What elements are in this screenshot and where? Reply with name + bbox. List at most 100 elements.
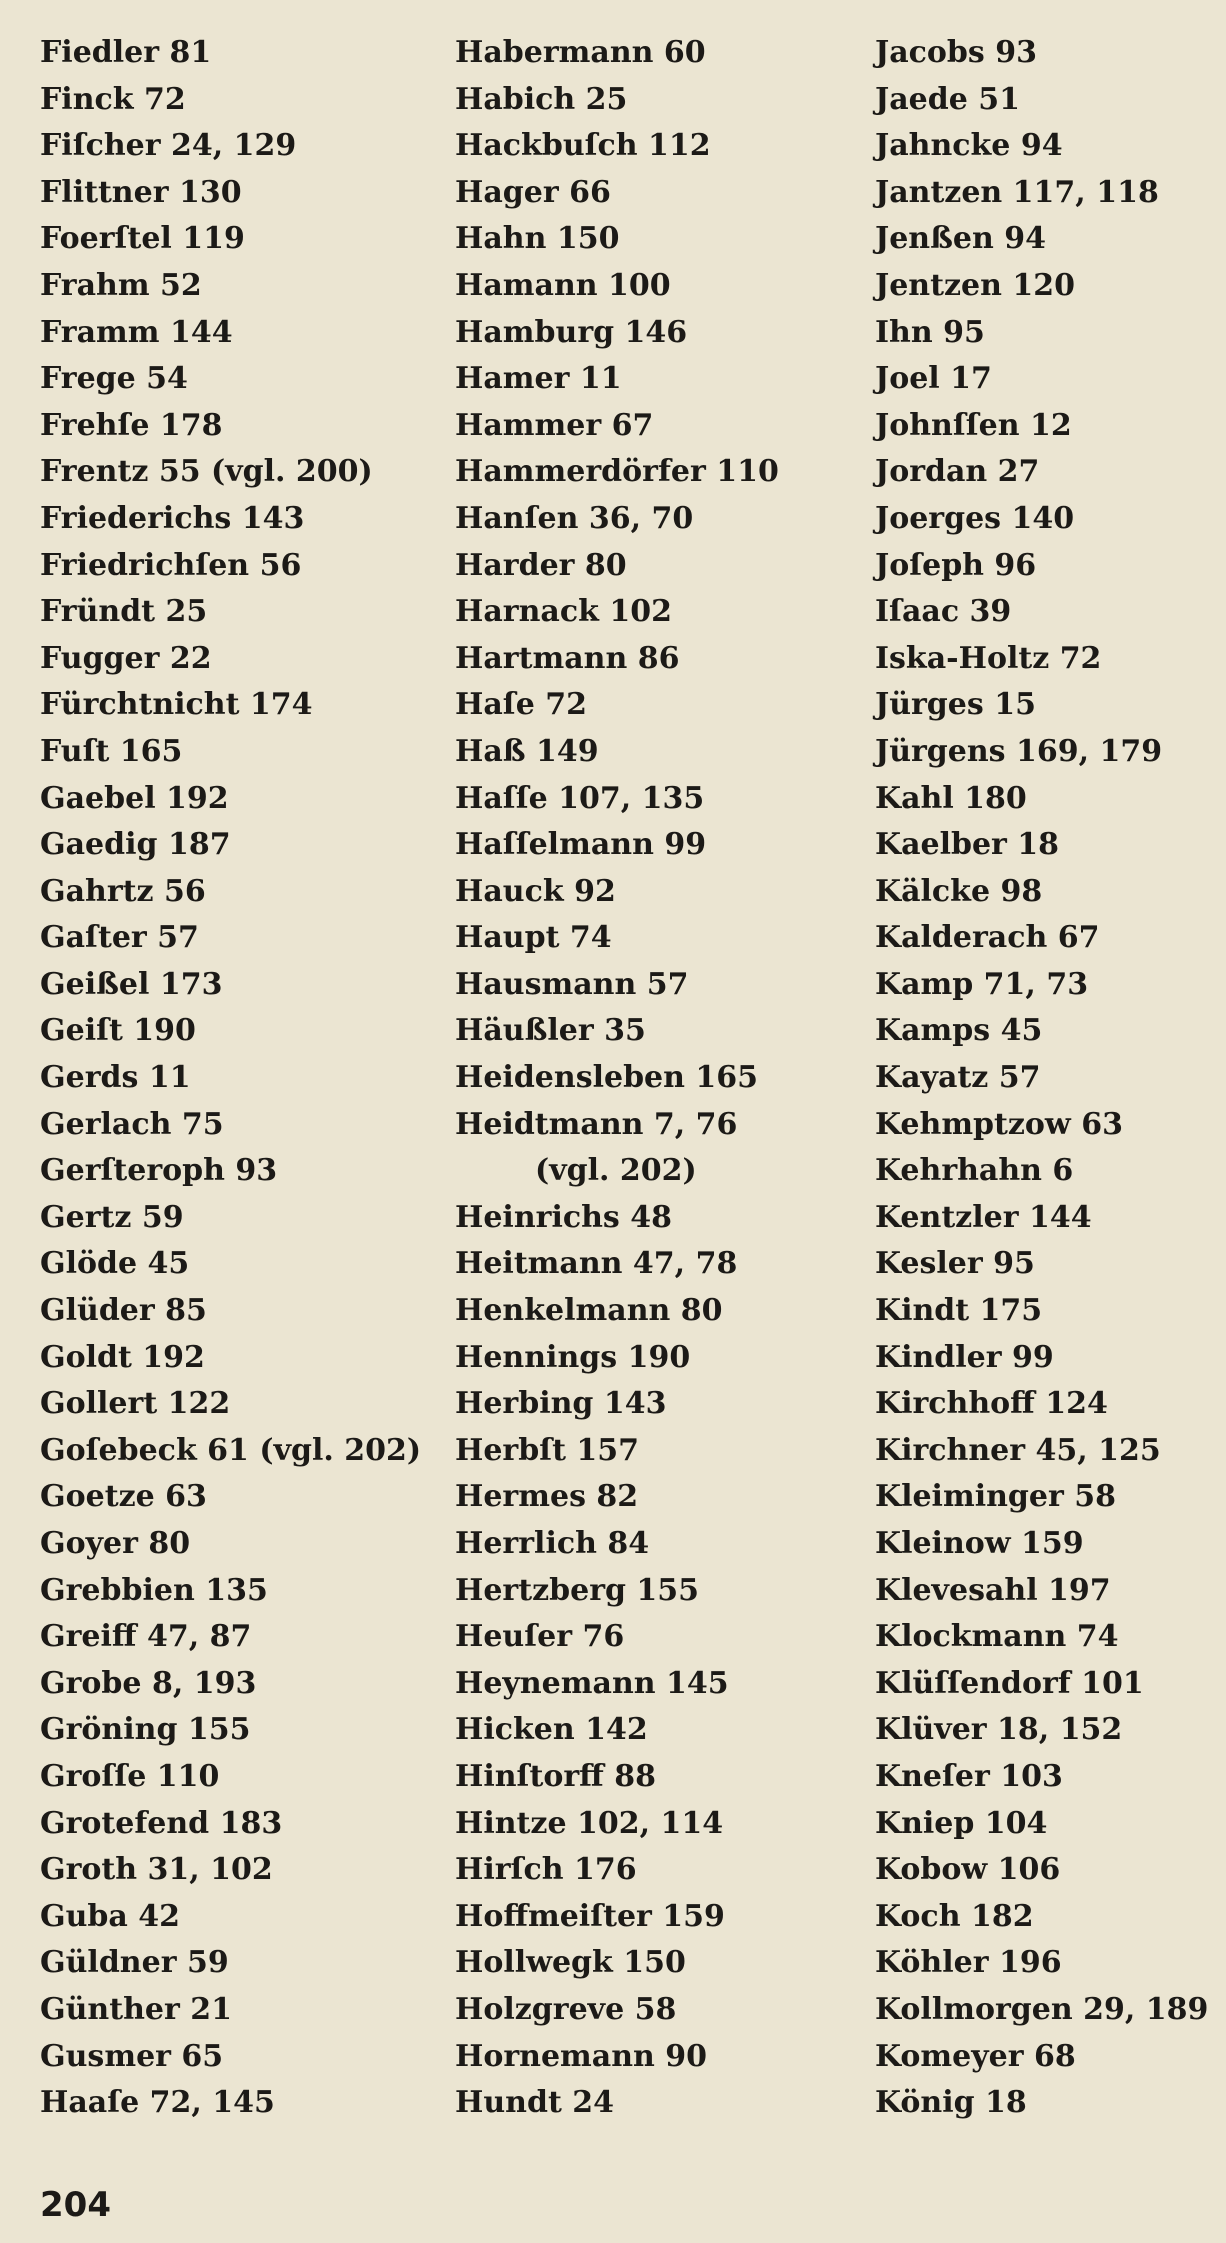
- index-entry: Friedrichſen 56: [40, 547, 302, 583]
- index-entry: Joſeph 96: [875, 547, 1037, 583]
- index-entry: Groſſe 110: [40, 1758, 220, 1794]
- index-entry: Kollmorgen 29, 189: [875, 1991, 1209, 2027]
- index-entry: Hackbuſch 112: [455, 128, 711, 164]
- index-entry: Flittner 130: [40, 174, 242, 210]
- index-entry: Herrlich 84: [455, 1526, 650, 1561]
- index-entry: Grebbien 135: [40, 1572, 268, 1608]
- index-entry: Hermes 82: [455, 1479, 639, 1515]
- index-entry: Goldt 192: [40, 1339, 205, 1375]
- index-entry: Kniep 104: [875, 1805, 1048, 1841]
- index-entry: Hahn 150: [455, 221, 620, 257]
- index-entry: Gröning 155: [40, 1712, 251, 1748]
- index-entry: Heidtmann 7, 76: [455, 1106, 738, 1142]
- index-entry: Hertzberg 155: [455, 1572, 700, 1608]
- index-entry: Gollert 122: [40, 1386, 231, 1422]
- index-entry: Haß 149: [455, 733, 599, 769]
- index-entry: Kälcke 98: [875, 873, 1043, 909]
- index-entry: Komeyer 68: [875, 2038, 1076, 2074]
- index-entry: Koch 182: [875, 1898, 1034, 1934]
- index-entry: Jenßen 94: [875, 221, 1046, 257]
- index-entry: Kirchner 45, 125: [875, 1432, 1161, 1468]
- index-entry: Kesler 95: [875, 1246, 1035, 1282]
- index-entry: Grobe 8, 193: [40, 1665, 257, 1701]
- index-entry: Gaedig 187: [40, 827, 231, 863]
- index-entry: Gaſter 57: [40, 920, 199, 956]
- index-entry: Fiſcher 24, 129: [40, 128, 297, 164]
- index-entry: König 18: [875, 2085, 1027, 2121]
- index-entry: Hundt 24: [455, 2085, 614, 2121]
- index-entry: Kehmptzow 63: [875, 1106, 1123, 1142]
- index-entry: Heitmann 47, 78: [455, 1246, 738, 1282]
- index-entry: Jahncke 94: [875, 128, 1063, 164]
- index-entry: Haſſe 107, 135: [455, 780, 705, 816]
- index-entry: Goyer 80: [40, 1526, 191, 1561]
- index-entry: Hartmann 86: [455, 640, 680, 676]
- index-column: Habermann 60 Habich 25 Hackbuſch 112 Hager …: [455, 30, 779, 2127]
- index-entry: (vgl. 202): [535, 1153, 697, 1189]
- index-entry: Herbſt 157: [455, 1432, 640, 1468]
- index-entry: Henkelmann 80: [455, 1293, 723, 1329]
- index-entry: Köhler 196: [875, 1945, 1062, 1981]
- index-entry: Heynemann 145: [455, 1665, 729, 1701]
- index-entry: Günther 21: [40, 1991, 232, 2027]
- index-entry: Heidensleben 165: [455, 1060, 759, 1096]
- index-entry: Fuſt 165: [40, 733, 183, 769]
- index-entry: Haſe 72: [455, 687, 587, 723]
- index-entry: Hollwegk 150: [455, 1945, 686, 1981]
- index-entry: Hausmann 57: [455, 966, 689, 1002]
- index-entry: Kobow 106: [875, 1852, 1061, 1888]
- index-entry: Klockmann 74: [875, 1619, 1119, 1655]
- page-number: 204: [40, 2185, 111, 2225]
- index-entry: Fiedler 81: [40, 35, 212, 70]
- index-entry: Guba 42: [40, 1898, 181, 1934]
- index-entry: Herbing 143: [455, 1386, 667, 1422]
- index-entry: Kneſer 103: [875, 1758, 1063, 1794]
- index-entry: Grotefend 183: [40, 1805, 283, 1841]
- index-entry: Groth 31, 102: [40, 1852, 273, 1888]
- index-entry: Hamer 11: [455, 361, 622, 397]
- index-entry: Hoffmeiſter 159: [455, 1898, 725, 1934]
- index-entry: Framm 144: [40, 314, 233, 350]
- index-entry: Heinrichs 48: [455, 1199, 673, 1235]
- index-entry: Frahm 52: [40, 267, 202, 303]
- index-entry: Joerges 140: [875, 500, 1075, 536]
- index-entry: Kleiminger 58: [875, 1479, 1116, 1515]
- index-entry: Hager 66: [455, 174, 611, 210]
- index-entry: Klüver 18, 152: [875, 1712, 1123, 1748]
- index-entry: Friederichs 143: [40, 500, 305, 536]
- index-entry: Häußler 35: [455, 1013, 646, 1049]
- index-entry: Hauck 92: [455, 873, 616, 909]
- index-entry: Hicken 142: [455, 1712, 648, 1748]
- index-entry: Frentz 55 (vgl. 200): [40, 454, 373, 490]
- index-entry: Goſebeck 61 (vgl. 202): [40, 1432, 422, 1468]
- index-entry: Gahrtz 56: [40, 873, 206, 909]
- index-entry: Gerlach 75: [40, 1106, 224, 1142]
- index-entry: Kaelber 18: [875, 827, 1060, 863]
- index-entry: Johnſſen 12: [875, 407, 1072, 443]
- index-entry: Jürges 15: [875, 687, 1036, 723]
- index-entry: Jentzen 120: [875, 267, 1075, 303]
- index-entry: Hamann 100: [455, 267, 671, 303]
- index-entry: Gertz 59: [40, 1199, 184, 1235]
- index-entry: Goetze 63: [40, 1479, 207, 1515]
- index-entry: Geißel 173: [40, 966, 223, 1002]
- index-entry: Klevesahl 197: [875, 1572, 1111, 1608]
- index-entry: Kindt 175: [875, 1293, 1043, 1329]
- index-entry: Kehrhahn 6: [875, 1153, 1074, 1189]
- index-entry: Kindler 99: [875, 1339, 1054, 1375]
- index-entry: Hornemann 90: [455, 2038, 708, 2074]
- index-entry: Heuſer 76: [455, 1619, 625, 1655]
- index-entry: Gaebel 192: [40, 780, 229, 816]
- index-entry: Fugger 22: [40, 640, 212, 676]
- index-entry: Gusmer 65: [40, 2038, 224, 2074]
- index-entry: Jantzen 117, 118: [875, 174, 1159, 210]
- index-entry: Geiſt 190: [40, 1013, 196, 1049]
- index-entry: Hammer 67: [455, 407, 654, 443]
- index-entry: Haſſelmann 99: [455, 827, 707, 863]
- index-entry: Joel 17: [875, 361, 992, 397]
- index-entry: Habermann 60: [455, 35, 706, 70]
- index-entry: Habich 25: [455, 81, 628, 117]
- index-entry: Harnack 102: [455, 594, 672, 630]
- index-entry: Foerſtel 119: [40, 221, 245, 257]
